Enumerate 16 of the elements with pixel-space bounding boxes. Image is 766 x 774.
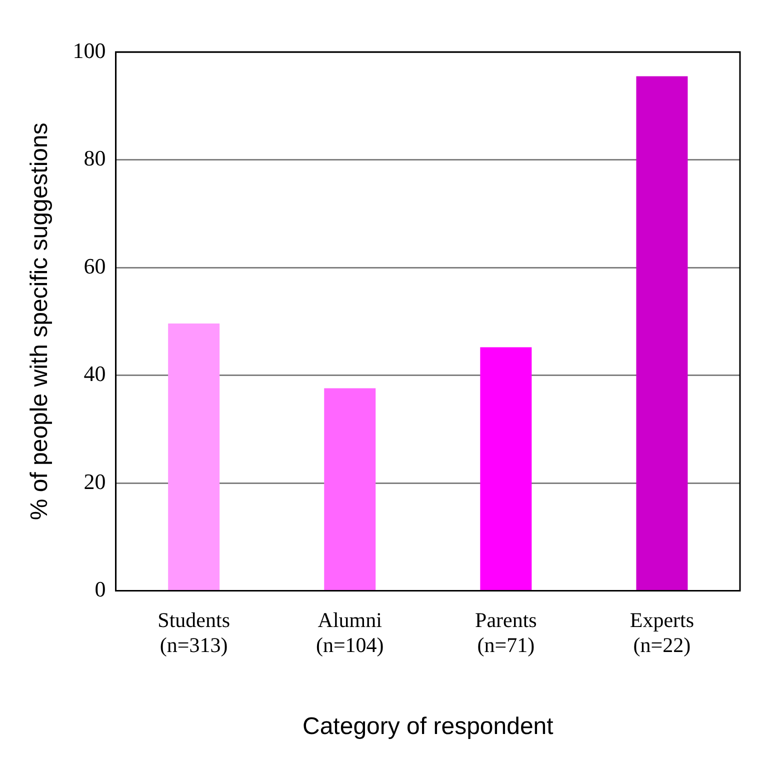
y-axis-title: % of people with specific suggestions <box>26 122 54 520</box>
x-axis-title: Category of respondent <box>302 713 554 740</box>
y-tick-label: 0 <box>94 576 106 602</box>
y-tick-label: 20 <box>84 468 106 494</box>
x-tick-label: Parents (n=71) <box>475 608 537 658</box>
bar <box>324 388 376 590</box>
y-tick-label: 60 <box>84 253 106 278</box>
bar <box>636 76 688 590</box>
y-tick-label: 80 <box>84 146 106 171</box>
y-tick-label: 40 <box>84 361 106 386</box>
x-tick-label: Alumni (n=104) <box>316 608 384 658</box>
x-tick-label: Students (n=313) <box>158 608 230 658</box>
x-tick-label: Experts (n=22) <box>630 608 694 658</box>
bar <box>168 324 220 590</box>
bar <box>480 347 532 590</box>
y-tick-label: 100 <box>72 38 106 63</box>
